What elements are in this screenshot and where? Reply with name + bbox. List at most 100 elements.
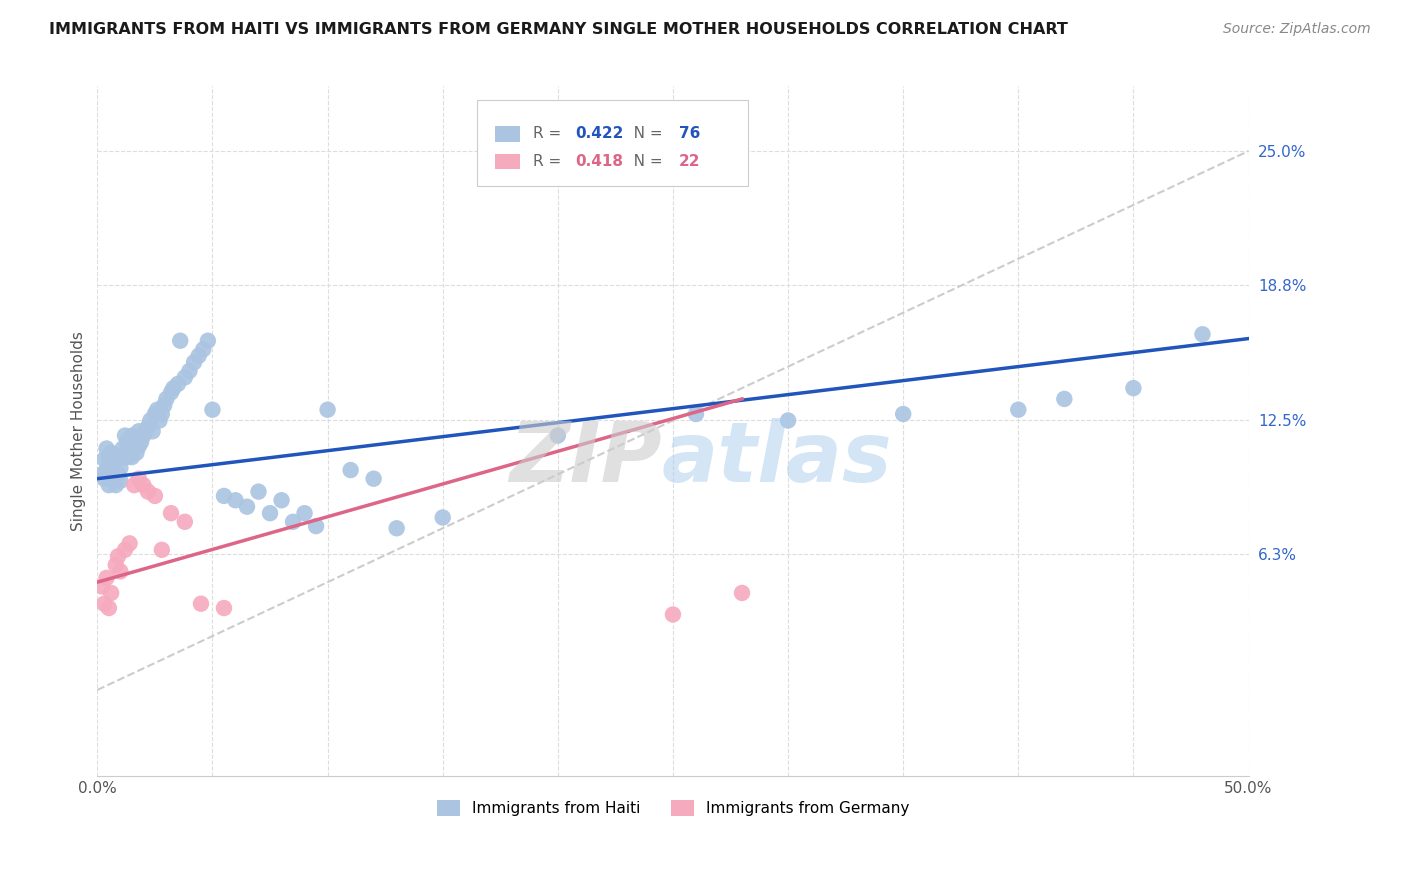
Point	[153, 398, 176, 412]
Point	[128, 472, 150, 486]
Point	[197, 334, 219, 348]
Point	[259, 506, 281, 520]
Y-axis label: Single Mother Households: Single Mother Households	[72, 331, 86, 532]
Point	[135, 424, 157, 438]
Point	[891, 407, 914, 421]
Point	[97, 478, 120, 492]
Point	[104, 450, 127, 464]
Point	[91, 579, 114, 593]
Point	[118, 442, 141, 456]
Point	[128, 424, 150, 438]
Point	[139, 413, 162, 427]
Point	[100, 472, 122, 486]
Point	[547, 428, 569, 442]
Point	[122, 435, 145, 450]
Point	[162, 381, 184, 395]
Bar	[495, 154, 520, 169]
Bar	[495, 127, 520, 142]
Text: 22: 22	[679, 154, 700, 169]
Text: atlas: atlas	[661, 418, 891, 500]
Point	[270, 493, 292, 508]
Point	[224, 493, 246, 508]
Point	[148, 413, 170, 427]
Point	[150, 407, 173, 421]
Point	[100, 586, 122, 600]
Point	[662, 607, 685, 622]
Point	[146, 402, 169, 417]
Point	[96, 571, 118, 585]
Point	[160, 506, 183, 520]
Point	[104, 478, 127, 492]
Point	[132, 478, 155, 492]
Point	[104, 558, 127, 572]
Point	[142, 424, 165, 438]
Text: 0.422: 0.422	[575, 127, 623, 142]
Text: 76: 76	[679, 127, 700, 142]
Point	[385, 521, 408, 535]
Point	[247, 484, 270, 499]
Text: N =: N =	[619, 127, 668, 142]
Point	[97, 450, 120, 464]
Point	[183, 355, 205, 369]
Point	[212, 601, 235, 615]
Point	[129, 435, 152, 450]
Point	[110, 461, 132, 475]
Point	[190, 597, 212, 611]
Text: ZIP: ZIP	[509, 418, 661, 500]
Point	[187, 349, 209, 363]
Point	[212, 489, 235, 503]
Point	[118, 536, 141, 550]
Point	[110, 565, 132, 579]
Point	[136, 420, 159, 434]
Point	[103, 467, 125, 482]
Point	[155, 392, 177, 406]
Point	[316, 402, 339, 417]
Point	[107, 549, 129, 564]
Point	[128, 439, 150, 453]
Point	[125, 446, 148, 460]
Point	[143, 407, 166, 421]
Point	[193, 343, 215, 357]
Point	[107, 467, 129, 482]
Point	[132, 428, 155, 442]
Point	[685, 407, 707, 421]
Point	[93, 597, 115, 611]
Point	[103, 457, 125, 471]
Legend: Immigrants from Haiti, Immigrants from Germany: Immigrants from Haiti, Immigrants from G…	[429, 792, 917, 823]
Point	[201, 402, 224, 417]
Point	[96, 463, 118, 477]
Point	[294, 506, 316, 520]
Point	[731, 586, 754, 600]
Point	[91, 467, 114, 482]
Point	[107, 450, 129, 464]
Text: N =: N =	[619, 154, 668, 169]
Point	[143, 489, 166, 503]
Text: R =: R =	[533, 154, 565, 169]
Point	[150, 542, 173, 557]
Point	[122, 442, 145, 456]
Point	[121, 428, 143, 442]
Point	[111, 450, 134, 464]
Point	[114, 542, 136, 557]
Point	[1191, 327, 1213, 342]
Point	[169, 334, 191, 348]
Point	[136, 484, 159, 499]
Point	[173, 370, 195, 384]
Point	[432, 510, 454, 524]
Point	[1053, 392, 1076, 406]
Text: R =: R =	[533, 127, 565, 142]
Point	[167, 376, 190, 391]
Point	[117, 450, 139, 464]
Point	[160, 385, 183, 400]
Text: Source: ZipAtlas.com: Source: ZipAtlas.com	[1223, 22, 1371, 37]
Point	[121, 450, 143, 464]
Point	[93, 452, 115, 467]
Point	[339, 463, 361, 477]
Point	[1007, 402, 1029, 417]
Point	[100, 446, 122, 460]
Point	[305, 519, 328, 533]
Point	[96, 442, 118, 456]
Point	[778, 413, 800, 427]
Point	[281, 515, 304, 529]
Point	[236, 500, 259, 514]
